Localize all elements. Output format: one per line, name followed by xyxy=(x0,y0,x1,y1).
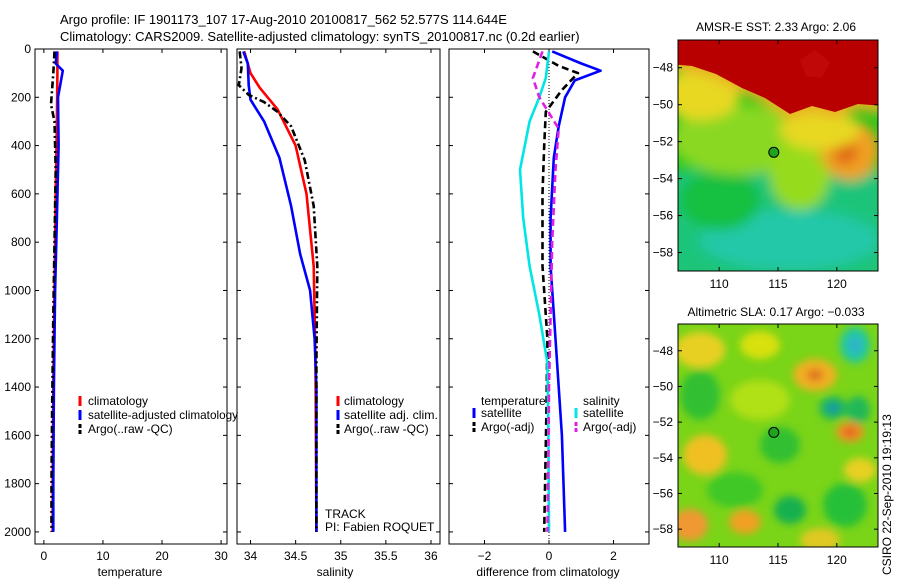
y-tick-label: 200 xyxy=(11,90,31,104)
temperature-plot: 0 200 400 600 800 1000 1200 1400 1600 1800 2000 0 10… xyxy=(4,42,228,563)
difference-legend: temperature satellite Argo(-adj) salinit… xyxy=(472,394,636,434)
sst-argo-marker xyxy=(768,146,780,158)
x-tick-label: 30 xyxy=(214,549,228,563)
sst-map-title: AMSR-E SST: 2.33 Argo: 2.06 xyxy=(696,20,856,34)
legend-climatology: climatology xyxy=(88,394,148,408)
x-tick-label: 35.5 xyxy=(374,549,398,563)
x-tick-label: 110 xyxy=(710,277,729,291)
series-climatology xyxy=(242,51,318,532)
sla-map-axes: 110 115 120 −48 −50 −52 −54 −56 −58 xyxy=(653,324,878,567)
series-argo-raw-qc- xyxy=(49,51,58,532)
y-tick-label: 1600 xyxy=(4,428,31,442)
legend-temp-satellite: satellite xyxy=(481,406,522,420)
x-tick-label: −2 xyxy=(478,549,492,563)
temperature-legend: climatology satellite-adjusted climatolo… xyxy=(78,394,238,436)
y-tick-label: 800 xyxy=(11,235,31,249)
temperature-xlabel: temperature xyxy=(98,565,163,579)
legend-satellite-adjusted: satellite-adjusted climatology xyxy=(88,408,238,422)
y-tick-label: −50 xyxy=(653,379,674,393)
y-tick-label: 1200 xyxy=(4,332,31,346)
series-satellite-adj-clim- xyxy=(242,50,318,532)
x-tick-label: 0 xyxy=(546,549,553,563)
y-tick-label: 600 xyxy=(11,187,31,201)
salinity-axes-frame xyxy=(236,48,441,545)
y-tick-label: −54 xyxy=(653,172,674,186)
y-tick-label: 400 xyxy=(11,139,31,153)
x-tick-label: 115 xyxy=(768,553,787,567)
x-tick-label: 2 xyxy=(610,549,617,563)
y-tick-label: 1000 xyxy=(4,283,31,297)
y-tick-label: −58 xyxy=(653,246,674,260)
x-tick-label: 36 xyxy=(424,549,438,563)
y-tick-label: −48 xyxy=(653,344,674,358)
difference-plot: −2 0 2 xyxy=(449,48,649,563)
y-tick-label: −54 xyxy=(653,451,674,465)
series-salinity-argo-adj- xyxy=(531,50,561,532)
y-tick-label: 1400 xyxy=(4,380,31,394)
x-tick-label: 34 xyxy=(244,549,258,563)
y-tick-label: 0 xyxy=(24,42,31,56)
x-tick-label: 35 xyxy=(334,549,348,563)
legend-salinity-header: salinity xyxy=(583,394,620,408)
legend-argo: Argo(..raw -QC) xyxy=(344,422,429,436)
sla-map-title: Altimetric SLA: 0.17 Argo: −0.033 xyxy=(687,305,864,319)
legend-temperature-header: temperature xyxy=(481,394,546,408)
legend-temp-argo: Argo(-adj) xyxy=(481,420,534,434)
y-tick-label: −56 xyxy=(653,209,674,223)
legend-argo: Argo(..raw -QC) xyxy=(88,422,173,436)
series-temperature-argo-adj- xyxy=(532,50,580,532)
sla-map-field xyxy=(678,324,878,547)
y-tick-label: 2000 xyxy=(4,525,31,539)
sla-argo-marker xyxy=(768,426,780,438)
x-tick-label: 120 xyxy=(827,553,847,567)
difference-xlabel: difference from climatology xyxy=(476,565,619,579)
salinity-plot: 34 34.5 35 35.5 36 xyxy=(237,48,440,563)
x-tick-label: 20 xyxy=(155,549,169,563)
legend-climatology: climatology xyxy=(344,394,404,408)
x-tick-label: 120 xyxy=(827,277,847,291)
series-temperature-satellite xyxy=(549,50,602,532)
temperature-axes-frame xyxy=(34,48,228,545)
figure-title-line2: Climatology: CARS2009. Satellite-adjuste… xyxy=(60,29,580,44)
series-argo-raw-qc- xyxy=(237,51,319,532)
legend-sal-argo: Argo(-adj) xyxy=(583,420,636,434)
sst-map-field xyxy=(678,40,878,271)
x-tick-label: 10 xyxy=(96,549,110,563)
y-tick-label: −48 xyxy=(653,61,674,75)
track-annotation: TRACK xyxy=(325,507,366,521)
x-tick-label: 110 xyxy=(710,553,729,567)
side-stamp: CSIRO 22-Sep-2010 19:19:13 xyxy=(880,414,894,575)
sst-map-axes: 110 115 120 −48 −50 −52 −54 −56 −58 xyxy=(653,40,878,291)
y-tick-label: −52 xyxy=(653,135,674,149)
y-tick-label: −56 xyxy=(653,486,674,500)
y-tick-label: −52 xyxy=(653,415,674,429)
legend-sal-satellite: satellite xyxy=(583,406,624,420)
y-tick-label: 1800 xyxy=(4,477,31,491)
y-tick-label: −58 xyxy=(653,522,674,536)
x-tick-label: 34.5 xyxy=(284,549,308,563)
figure-title-line1: Argo profile: IF 1901173_107 17-Aug-2010… xyxy=(60,12,507,27)
legend-satellite-adj: satellite adj. clim. xyxy=(344,408,438,422)
salinity-legend: climatology satellite adj. clim. Argo(..… xyxy=(336,394,438,436)
x-tick-label: 115 xyxy=(768,277,787,291)
y-tick-label: −50 xyxy=(653,98,674,112)
x-tick-label: 0 xyxy=(41,549,48,563)
series-satellite-adjusted-climatology xyxy=(51,51,65,532)
salinity-xlabel: salinity xyxy=(317,565,354,579)
pi-annotation: PI: Fabien ROQUET xyxy=(325,520,435,534)
